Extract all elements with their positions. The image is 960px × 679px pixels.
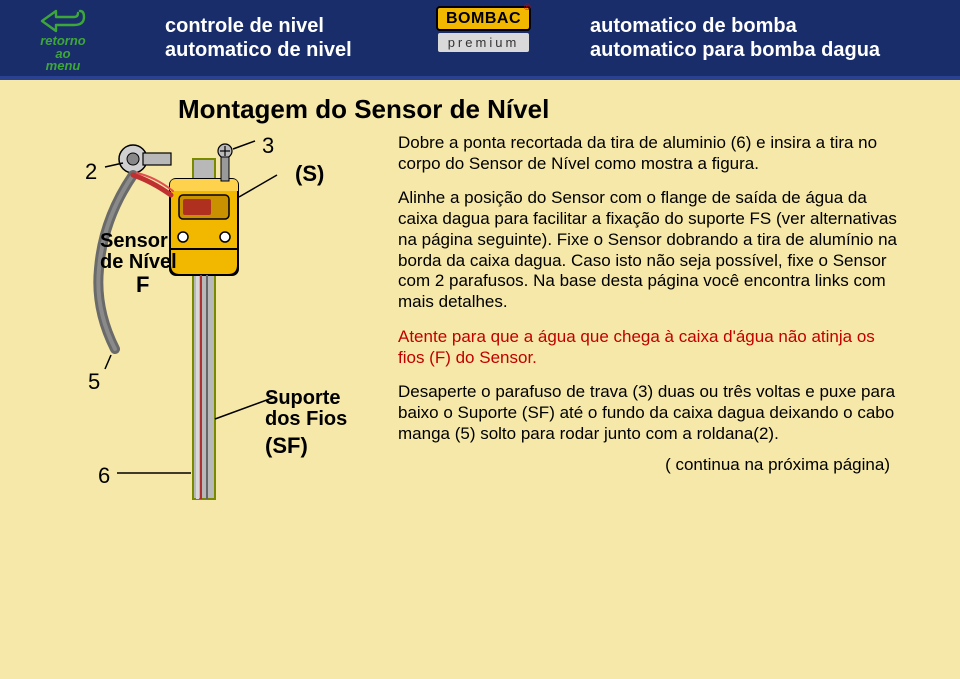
logo-block: BOMBAC ® premium [436,6,531,52]
callout-2: 2 [85,159,97,185]
header-left-line1: controle de nivel [165,14,352,38]
header-left-text: controle de nivel automatico de nivel [165,14,352,62]
return-to-menu-button[interactable]: retorno ao menu [18,5,108,73]
header-right-line2: automatico para bomba dagua [590,38,880,62]
content-area: Montagem do Sensor de Nível [0,94,960,489]
text-column: Dobre a ponta recortada da tira de alumi… [380,133,940,489]
callout-3: 3 [262,133,274,159]
paragraph-3: Atente para que a água que chega à caixa… [398,327,900,368]
header-left-line2: automatico de nivel [165,38,352,62]
paragraph-1: Dobre a ponta recortada da tira de alumi… [398,133,900,174]
paragraph-2: Alinhe a posição do Sensor com o flange … [398,188,900,312]
label-sensor: Sensor de Nível [100,231,177,273]
paragraph-4: Desaperte o parafuso de trava (3) duas o… [398,382,900,444]
body-row: 2 3 (S) Sensor de Nível F 5 6 Suporte do… [20,133,940,489]
premium-label: premium [438,33,530,52]
header-right-text: automatico de bomba automatico para bomb… [590,14,880,62]
callout-6: 6 [98,463,110,489]
menu-label-3: menu [46,58,81,73]
paragraph-continue: ( continua na próxima página) [398,455,900,476]
diagram-column: 2 3 (S) Sensor de Nível F 5 6 Suporte do… [20,133,380,489]
menu-label: retorno ao menu [40,35,86,72]
bombac-logo: BOMBAC ® [436,6,531,31]
label-suporte-fios: Suporte dos Fios [265,388,347,430]
header-bar: retorno ao menu controle de nivel automa… [0,0,960,80]
logo-text: BOMBAC [446,10,521,27]
label-f: F [136,272,149,298]
trademark-icon: ® [524,2,531,12]
label-sf: (SF) [265,433,308,459]
callout-5: 5 [88,369,100,395]
return-arrow-icon [40,5,86,33]
label-s: (S) [295,161,324,187]
header-right-line1: automatico de bomba [590,14,880,38]
